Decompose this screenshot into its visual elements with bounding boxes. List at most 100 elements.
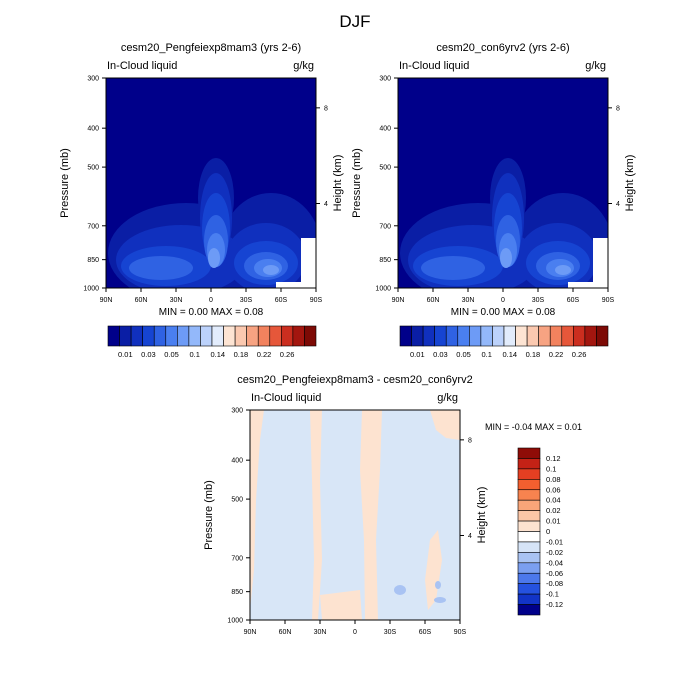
colorbar-cell	[142, 325, 155, 347]
colorbar-cell	[434, 325, 447, 347]
colorbar-cell	[399, 325, 412, 347]
colorbar-cell	[107, 325, 120, 347]
colorbar-label: 0.14	[502, 350, 517, 359]
pressure-tick-label: 1000	[227, 618, 243, 625]
colorbar-label: 0.1	[189, 350, 199, 359]
colorbar-cell	[223, 325, 236, 347]
colorbar-cell	[469, 325, 482, 347]
colorbar-cell	[200, 325, 213, 347]
panel-difference: cesm20_Pengfeiexp8mam3 - cesm20_con6yrv2…	[203, 374, 582, 636]
colorbar-cell	[517, 552, 541, 564]
positive-region	[430, 410, 460, 440]
colorbar-label: -0.12	[546, 600, 563, 609]
x-tick-label: 60S	[275, 297, 288, 304]
colorbar-cell	[517, 489, 541, 501]
colorbar-label: 0.02	[546, 506, 561, 515]
x-tick-label: 30S	[532, 297, 545, 304]
field-background	[250, 410, 460, 620]
pressure-tick-label: 300	[231, 408, 243, 415]
colorbar-label: 0.05	[164, 350, 179, 359]
colorbar-cell	[304, 325, 317, 347]
panel-title: cesm20_con6yrv2 (yrs 2-6)	[436, 42, 569, 54]
x-tick-label: 90S	[310, 297, 323, 304]
x-tick-label: 60N	[427, 297, 440, 304]
panel-title: cesm20_Pengfeiexp8mam3 (yrs 2-6)	[121, 42, 301, 54]
positive-region	[310, 410, 322, 620]
minmax-label: MIN = 0.00 MAX = 0.08	[451, 307, 556, 318]
colorbar-cell	[584, 325, 597, 347]
colorbar-cell	[503, 325, 516, 347]
colorbar-label: 0.03	[433, 350, 448, 359]
colorbar-label: 0.05	[456, 350, 471, 359]
pressure-tick-label: 400	[231, 458, 243, 465]
colorbar-cell	[269, 325, 282, 347]
panel-control: cesm20_con6yrv2 (yrs 2-6) In-Cloud liquid…	[351, 42, 636, 359]
pressure-tick-label: 300	[87, 76, 99, 83]
colorbar-cell	[517, 499, 541, 511]
x-tick-label: 30N	[314, 629, 327, 636]
x-tick-label: 0	[353, 629, 357, 636]
contour-level-6	[500, 248, 512, 268]
colorbar-label: 0.26	[280, 350, 295, 359]
colorbar-cell	[445, 325, 459, 347]
height-axis-label: Height (km)	[332, 155, 344, 212]
x-tick-label: 90S	[454, 629, 467, 636]
positive-region	[360, 410, 382, 620]
x-tick-label: 90N	[244, 629, 257, 636]
colorbar-cell	[257, 325, 271, 347]
missing-region	[568, 282, 608, 288]
variable-label: In-Cloud liquid	[107, 60, 177, 72]
colorbar-cell	[517, 531, 541, 543]
missing-region	[301, 238, 316, 288]
colorbar-cell	[517, 593, 541, 605]
figure-title: DJF	[339, 12, 370, 31]
minmax-label: MIN = 0.00 MAX = 0.08	[159, 307, 264, 318]
colorbar-cell	[517, 604, 541, 616]
colorbar-label: 0.04	[546, 496, 561, 505]
height-axis-label: Height (km)	[476, 487, 488, 544]
units-label: g/kg	[437, 392, 458, 404]
x-tick-label: 60N	[135, 297, 148, 304]
pressure-tick-label: 300	[379, 76, 391, 83]
colorbar-label: -0.04	[546, 558, 563, 567]
colorbar-label: -0.06	[546, 569, 563, 578]
colorbar-label: 0	[546, 527, 550, 536]
colorbar-cell	[517, 468, 541, 480]
height-axis-label: Height (km)	[624, 155, 636, 212]
variable-label: In-Cloud liquid	[251, 392, 321, 404]
positive-region	[425, 530, 442, 610]
x-tick-label: 30S	[240, 297, 253, 304]
positive-region	[250, 410, 264, 610]
colorbar-cell	[422, 325, 435, 347]
colorbar-label: -0.02	[546, 548, 563, 557]
colorbar-label: 0.1	[481, 350, 491, 359]
colorbar-label: 0.18	[526, 350, 541, 359]
units-label: g/kg	[293, 60, 314, 72]
colorbar-cell	[246, 325, 259, 347]
colorbar-label: 0.18	[234, 350, 249, 359]
colorbar-cell	[457, 325, 470, 347]
colorbar-cell	[517, 520, 541, 532]
height-tick-label: 4	[616, 201, 620, 208]
colorbar-cell	[517, 572, 541, 584]
pressure-tick-label: 1000	[83, 286, 99, 293]
colorbar-cell	[492, 325, 505, 347]
pressure-tick-label: 850	[379, 257, 391, 264]
colorbar-cell	[281, 325, 294, 347]
colorbar-cell	[517, 541, 541, 553]
colorbar-label: 0.1	[546, 464, 556, 473]
colorbar-cell	[411, 325, 424, 347]
x-tick-label: 60N	[279, 629, 292, 636]
colorbar-cell	[165, 325, 178, 347]
colorbar-cell	[234, 325, 247, 347]
pressure-axis-label: Pressure (mb)	[203, 480, 215, 550]
units-label: g/kg	[585, 60, 606, 72]
pressure-tick-label: 500	[379, 165, 391, 172]
x-tick-label: 60S	[419, 629, 432, 636]
pressure-tick-label: 700	[87, 223, 99, 230]
colorbar-label: 0.08	[546, 475, 561, 484]
height-tick-label: 8	[324, 105, 328, 112]
colorbar-label: 0.06	[546, 485, 561, 494]
x-tick-label: 30N	[462, 297, 475, 304]
